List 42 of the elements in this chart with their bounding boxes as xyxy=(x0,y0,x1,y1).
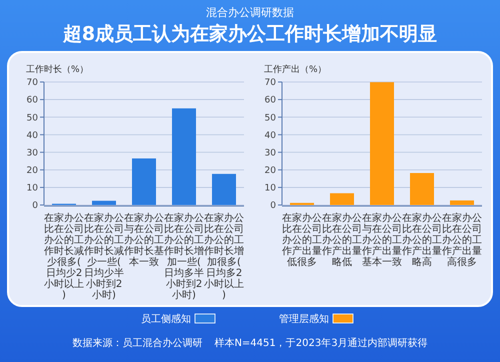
y-tick-label: 30 xyxy=(264,148,276,158)
y-tick-label: 20 xyxy=(264,166,276,176)
y-tick-label: 10 xyxy=(26,184,38,194)
x-tick-label: 在家办公比在公司办公的工作产出量略低 xyxy=(321,212,362,268)
bar xyxy=(92,200,116,205)
y-tick-label: 70 xyxy=(264,78,276,88)
x-tick-label: 在家办公比在公司办公的工作时长增加一些(日均多半小时到2小时) xyxy=(163,212,204,301)
legend-label: 管理层感知 xyxy=(279,313,329,325)
x-tick-label: 在家办公与在公司办公的工作时长基本一致 xyxy=(123,212,164,268)
y-tick-label: 40 xyxy=(264,130,276,141)
x-tick-label: 在家办公比在公司办公的工作产出量低很多 xyxy=(281,212,322,268)
y-tick-label: 30 xyxy=(26,148,38,158)
bar xyxy=(410,173,434,205)
y-tick-label: 40 xyxy=(26,130,38,141)
y-tick-label: 60 xyxy=(26,96,38,106)
y-tick-label: 50 xyxy=(26,113,38,124)
source-note: 数据来源：员工混合办公调研 xyxy=(72,337,202,349)
legend-label: 员工侧感知 xyxy=(141,313,191,325)
y-tick-label: 10 xyxy=(264,184,276,194)
y-tick-label: 50 xyxy=(264,113,276,124)
bar xyxy=(330,193,354,205)
bar xyxy=(212,174,236,205)
y-tick-label: 0 xyxy=(270,201,276,212)
y-axis-title: 工作时长（%） xyxy=(26,64,89,75)
bar xyxy=(132,158,156,205)
y-tick-label: 70 xyxy=(26,78,38,88)
y-tick-label: 60 xyxy=(264,96,276,106)
text: 样本N=4451，于2023年3月通过内部调研获得 xyxy=(214,337,428,349)
chart-subtitle: 混合办公调研数据 xyxy=(206,6,294,19)
bar xyxy=(450,200,474,205)
x-tick-label: 在家办公比在公司办公的工作时长减少很多(日均少2小时以上) xyxy=(43,212,84,301)
x-tick-label: 在家办公比在公司办公的工作产出量高很多 xyxy=(441,212,482,268)
chart-title: 超8成员工认为在家办公工作时长增加不明显 xyxy=(62,23,438,45)
y-axis-title: 工作产出（%） xyxy=(264,64,327,75)
bar xyxy=(370,82,394,205)
x-tick-label: 在家办公比在公司办公的工作时长增加很多(日均多2小时以上) xyxy=(203,212,244,301)
y-tick-label: 20 xyxy=(26,166,38,176)
x-tick-label: 在家办公比在公司办公的工作产出量略高 xyxy=(401,212,442,268)
x-tick-label: 在家办公与在公司办公的工作产出量基本一致 xyxy=(361,212,402,268)
x-tick-label: 在家办公比在公司办公的工作时长减少一些(日均少半小时到2小时) xyxy=(83,212,124,301)
bar xyxy=(172,108,196,205)
y-tick-label: 0 xyxy=(32,201,38,212)
